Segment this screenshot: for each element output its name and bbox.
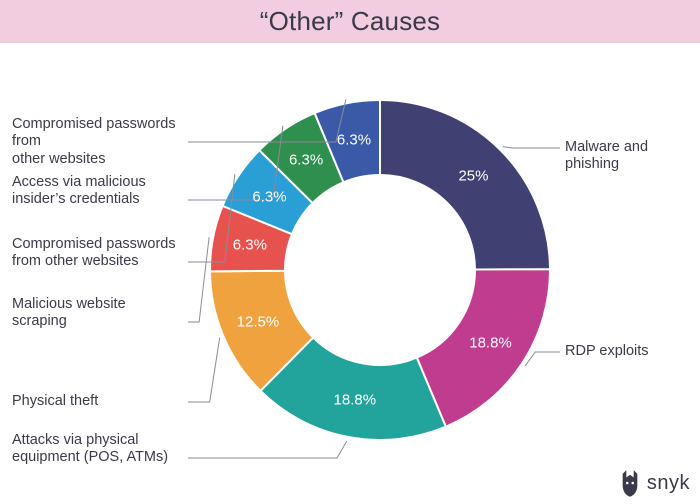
slice-label: Attacks via physical equipment (POS, ATM… (12, 432, 188, 467)
slice-0 (380, 100, 550, 270)
brand-logo: snyk (619, 468, 690, 498)
pct-label: 6.3% (289, 152, 323, 169)
brand-text: snyk (647, 472, 690, 495)
chart-title: “Other” Causes (260, 6, 441, 36)
slice-label: Compromised passwords from other website… (12, 236, 188, 271)
pct-label: 6.3% (233, 237, 267, 254)
leader-line (525, 352, 560, 366)
slice-label: Malicious website scraping (12, 296, 188, 331)
leader-line (188, 338, 220, 402)
leader-line (188, 237, 209, 322)
title-bar: “Other” Causes (0, 0, 700, 43)
slice-label: Physical theft (12, 393, 188, 410)
slice-label: RDP exploits (565, 343, 649, 360)
leader-line (503, 147, 560, 148)
pct-label: 12.5% (237, 313, 280, 330)
donut-chart: 25% Malware and phishing 18.8% RDP exploits… (0, 40, 700, 504)
pct-label: 18.8% (334, 392, 377, 409)
slice-label: Compromised passwords from other website… (12, 116, 188, 168)
dog-icon (619, 468, 641, 498)
pct-label: 18.8% (469, 335, 512, 352)
pct-label: 6.3% (252, 188, 286, 205)
slice-label: Access via malicious insider’s credentia… (12, 174, 188, 209)
slice-label: Malware and phishing (565, 139, 700, 174)
pct-label: 25% (458, 168, 488, 185)
pct-label: 6.3% (337, 132, 371, 149)
leader-line (188, 441, 347, 458)
